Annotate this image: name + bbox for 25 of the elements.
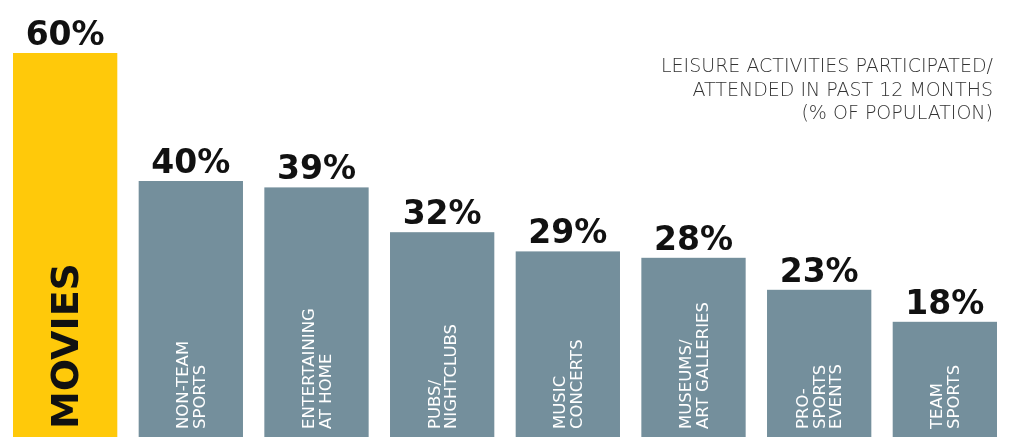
bar <box>390 232 495 437</box>
bar <box>515 251 620 437</box>
bar <box>138 181 243 437</box>
data-label: 40% <box>151 142 231 181</box>
bar <box>641 257 746 437</box>
bar <box>892 321 997 437</box>
data-label: 29% <box>528 212 608 252</box>
x-tick-label: TEAM SPORTS <box>927 364 963 430</box>
data-label: 32% <box>402 193 482 233</box>
x-tick-label: MUSEUMS/ ART GALLERIES <box>676 302 712 429</box>
x-tick-label: MOVIES <box>43 263 88 429</box>
data-label: 28% <box>654 218 734 258</box>
x-tick-label: PRO- SPORTS EVENTS <box>793 363 846 429</box>
bar <box>13 53 118 437</box>
bar <box>264 187 369 437</box>
x-tick-label: NON-TEAM SPORTS <box>173 340 209 429</box>
bar <box>767 289 872 437</box>
data-label: 60% <box>25 14 105 53</box>
data-label: 18% <box>905 282 985 322</box>
data-label: 23% <box>779 250 859 290</box>
data-label: 39% <box>276 148 356 188</box>
x-tick-label: ENTERTAINING AT HOME <box>299 308 335 429</box>
x-tick-label: MUSIC CONCERTS <box>550 339 586 429</box>
x-tick-label: PUBS/ NIGHTCLUBS <box>424 324 461 429</box>
text: LEISURE ACTIVITIES PARTICIPATED/ ATTENDED IN PAST 12 MONTHS (% OF POPULATION) <box>660 54 994 123</box>
